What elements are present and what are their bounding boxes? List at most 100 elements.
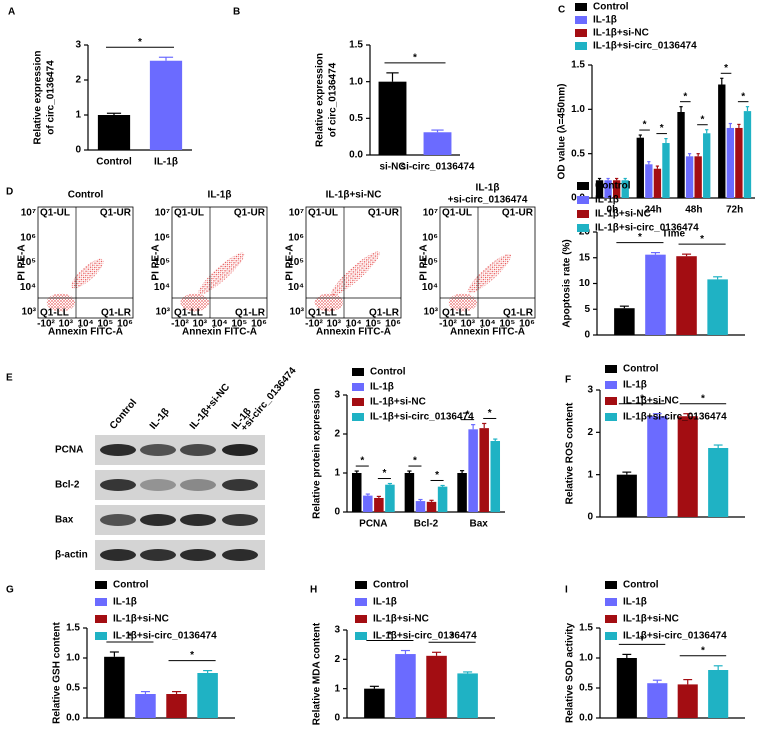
y-tick-label: 1.5 (579, 623, 593, 634)
legend-swatch (605, 365, 617, 373)
significance-mark: * (450, 632, 454, 643)
x-tick-label: 10⁵ (231, 319, 247, 330)
panel-letter: B (233, 7, 240, 18)
protein-label: Bax (55, 515, 74, 526)
legend-swatch (355, 581, 367, 589)
x-tick-label: 10⁵ (499, 319, 515, 330)
bar (468, 429, 478, 512)
x-tick-label: 10⁶ (519, 319, 535, 330)
y-axis-title: Relative ROS content (565, 402, 576, 504)
y-tick-label: 10⁷ (21, 208, 36, 219)
legend-swatch (352, 383, 364, 391)
quadrant-label: Q1-LR (369, 308, 400, 319)
bar (694, 156, 702, 198)
y-tick-label: 1 (75, 110, 81, 121)
y-tick-label: 0.5 (66, 683, 80, 694)
quadrant-label: Q1-LL (40, 308, 69, 319)
bar (653, 168, 662, 198)
y-tick-label: 10³ (22, 307, 37, 318)
x-axis-title: Annexin FITC-A (182, 327, 257, 338)
legend-label: IL-1β+si-NC (113, 614, 169, 625)
event-cloud (330, 251, 380, 296)
significance-mark: * (413, 53, 417, 64)
y-axis-title: Relative SOD activity (565, 623, 576, 723)
x-tick-label: -10² (171, 319, 189, 330)
x-tick-label: 10⁴ (479, 319, 495, 330)
bar (743, 111, 752, 198)
legend-swatch (605, 581, 617, 589)
legend-label: IL-1β+si-circ_0136474 (373, 631, 477, 642)
bar (708, 447, 729, 517)
significance-mark: * (128, 632, 132, 643)
bar (662, 143, 670, 198)
legend-label: IL-1β+si-circ_0136474 (593, 41, 697, 52)
significance-mark: * (638, 232, 642, 243)
legend-swatch (95, 581, 107, 589)
y-tick-label: 0.5 (579, 683, 593, 694)
protein-label: β-actin (55, 550, 88, 561)
legend-swatch (355, 615, 367, 623)
significance-mark: * (466, 409, 470, 420)
y-tick-label: 10⁷ (289, 208, 304, 219)
x-axis-title: Annexin FITC-A (48, 327, 123, 338)
legend-label: Control (595, 181, 631, 192)
lane-label: IL-1β (148, 406, 172, 431)
legend-swatch (352, 368, 364, 376)
significance-mark: * (724, 63, 728, 74)
x-axis-title: Time (662, 229, 686, 240)
blot-band (140, 479, 176, 491)
bar (708, 670, 729, 718)
y-tick-label: 10³ (290, 307, 305, 318)
significance-mark: * (700, 234, 704, 245)
bar (647, 416, 668, 517)
legend-swatch (575, 3, 587, 11)
panel-letter: H (310, 585, 317, 596)
y-axis-title: PI PE-A (285, 244, 296, 280)
legend-swatch (605, 615, 617, 623)
y-tick-label: 3 (75, 40, 81, 51)
bar (718, 84, 726, 198)
legend-swatch (577, 182, 589, 190)
y-tick-label: 10⁵ (422, 257, 438, 268)
bar (149, 60, 183, 150)
significance-mark: * (388, 630, 392, 641)
legend-swatch (352, 413, 364, 421)
blot-band (100, 549, 136, 561)
y-tick-label: 10⁵ (154, 257, 170, 268)
y-tick-label: 10⁵ (288, 257, 304, 268)
y-tick-label: 1 (587, 469, 593, 480)
y-axis-title: Relative protein expression (312, 388, 323, 519)
quadrant-label: Q1-LR (101, 308, 132, 319)
legend-label: Control (370, 367, 406, 378)
y-tick-label: 10⁷ (155, 208, 170, 219)
legend-label: IL-1β+si-circ_0136474 (623, 631, 727, 642)
event-cloud (467, 253, 512, 294)
y-tick-label: 0 (334, 713, 340, 724)
x-tick-label: 10⁴ (211, 319, 227, 330)
x-tick-label: 10³ (327, 319, 342, 330)
legend-swatch (575, 29, 587, 37)
blot-band (100, 479, 136, 491)
quadrant-label: Q1-LL (174, 308, 203, 319)
quadrant-label: Q1-UL (442, 208, 472, 219)
blot-band (222, 549, 258, 561)
bar (374, 497, 384, 512)
bar (415, 501, 426, 512)
bar (636, 137, 644, 198)
quadrant-label: Q1-UL (308, 208, 338, 219)
y-tick-label: 1.0 (349, 76, 363, 87)
significance-mark: * (741, 91, 745, 102)
significance-mark: * (382, 468, 386, 479)
significance-mark: * (360, 456, 364, 467)
y-axis-title: Relative MDA content (312, 622, 323, 725)
y-axis-title: of circ_0136474 (46, 60, 57, 135)
panel-letter: I (565, 585, 568, 596)
bar (197, 673, 218, 718)
bar (735, 127, 743, 198)
bar (726, 127, 735, 198)
x-tick-label: IL-1β (154, 157, 178, 168)
significance-mark: * (701, 645, 705, 656)
legend-label: IL-1β (373, 597, 397, 608)
x-tick-label: 0h (607, 205, 619, 216)
legend-label: Control (113, 580, 149, 591)
